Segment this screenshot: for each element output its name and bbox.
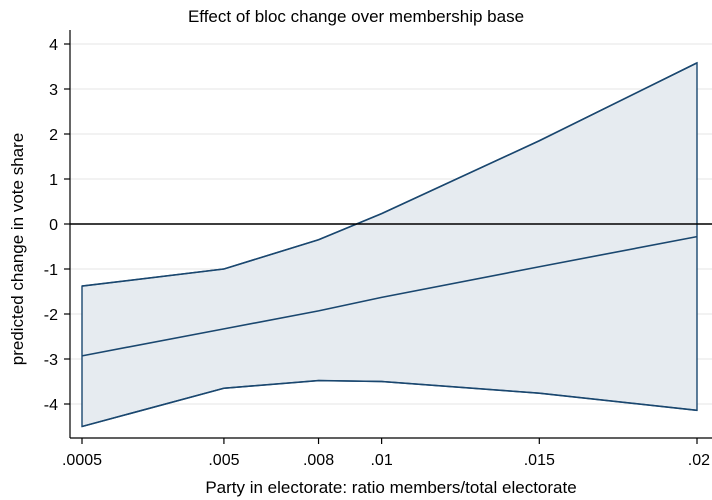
series-lines (81, 62, 698, 428)
series-line-upper (81, 62, 698, 287)
y-tick-label: 1 (49, 172, 58, 189)
x-tick-label: .0005 (62, 452, 102, 469)
series-line-estimate (81, 235, 698, 357)
series-line-lower (81, 379, 698, 428)
x-tick-label: .01 (370, 452, 392, 469)
x-axis-label: Party in electorate: ratio members/total… (205, 478, 577, 497)
x-tick-label: .02 (688, 452, 710, 469)
y-tick-label: -4 (44, 397, 58, 414)
y-tick-label: -1 (44, 262, 58, 279)
y-tick-label: 4 (49, 37, 58, 54)
y-tick-label: 3 (49, 82, 58, 99)
y-tick-label: 0 (49, 217, 58, 234)
y-axis-ticks: -4 -3 -2 -1 0 1 2 3 4 (44, 37, 70, 414)
y-tick-label: -2 (44, 307, 58, 324)
x-axis-ticks: .0005 .005 .008 .01 .015 .02 (62, 438, 710, 469)
y-tick-label: 2 (49, 127, 58, 144)
chart-title: Effect of bloc change over membership ba… (187, 7, 525, 26)
confidence-band (81, 61, 698, 428)
y-axis-label: predicted change in vote share (8, 132, 27, 366)
x-tick-label: .005 (208, 452, 239, 469)
y-tick-label: -3 (44, 352, 58, 369)
x-tick-label: .008 (303, 452, 334, 469)
x-tick-label: .015 (524, 452, 555, 469)
